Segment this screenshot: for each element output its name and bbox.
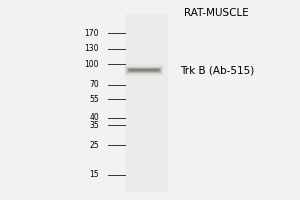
Text: 25: 25 (89, 141, 99, 150)
Bar (128, 68, 160, 73)
Bar (129, 69, 159, 71)
Bar (124, 14, 168, 192)
Text: 170: 170 (85, 29, 99, 38)
Text: 70: 70 (89, 80, 99, 89)
Text: 40: 40 (89, 113, 99, 122)
Bar (128, 68, 160, 72)
Text: 35: 35 (89, 121, 99, 130)
Text: 55: 55 (89, 95, 99, 104)
Text: RAT-MUSCLE: RAT-MUSCLE (184, 8, 248, 18)
Text: 15: 15 (89, 170, 99, 179)
Bar (124, 64, 164, 76)
Bar (126, 67, 161, 73)
Text: 130: 130 (85, 44, 99, 53)
Text: Trk B (Ab-515): Trk B (Ab-515) (180, 65, 254, 75)
Text: 100: 100 (85, 60, 99, 69)
Bar (125, 66, 163, 75)
